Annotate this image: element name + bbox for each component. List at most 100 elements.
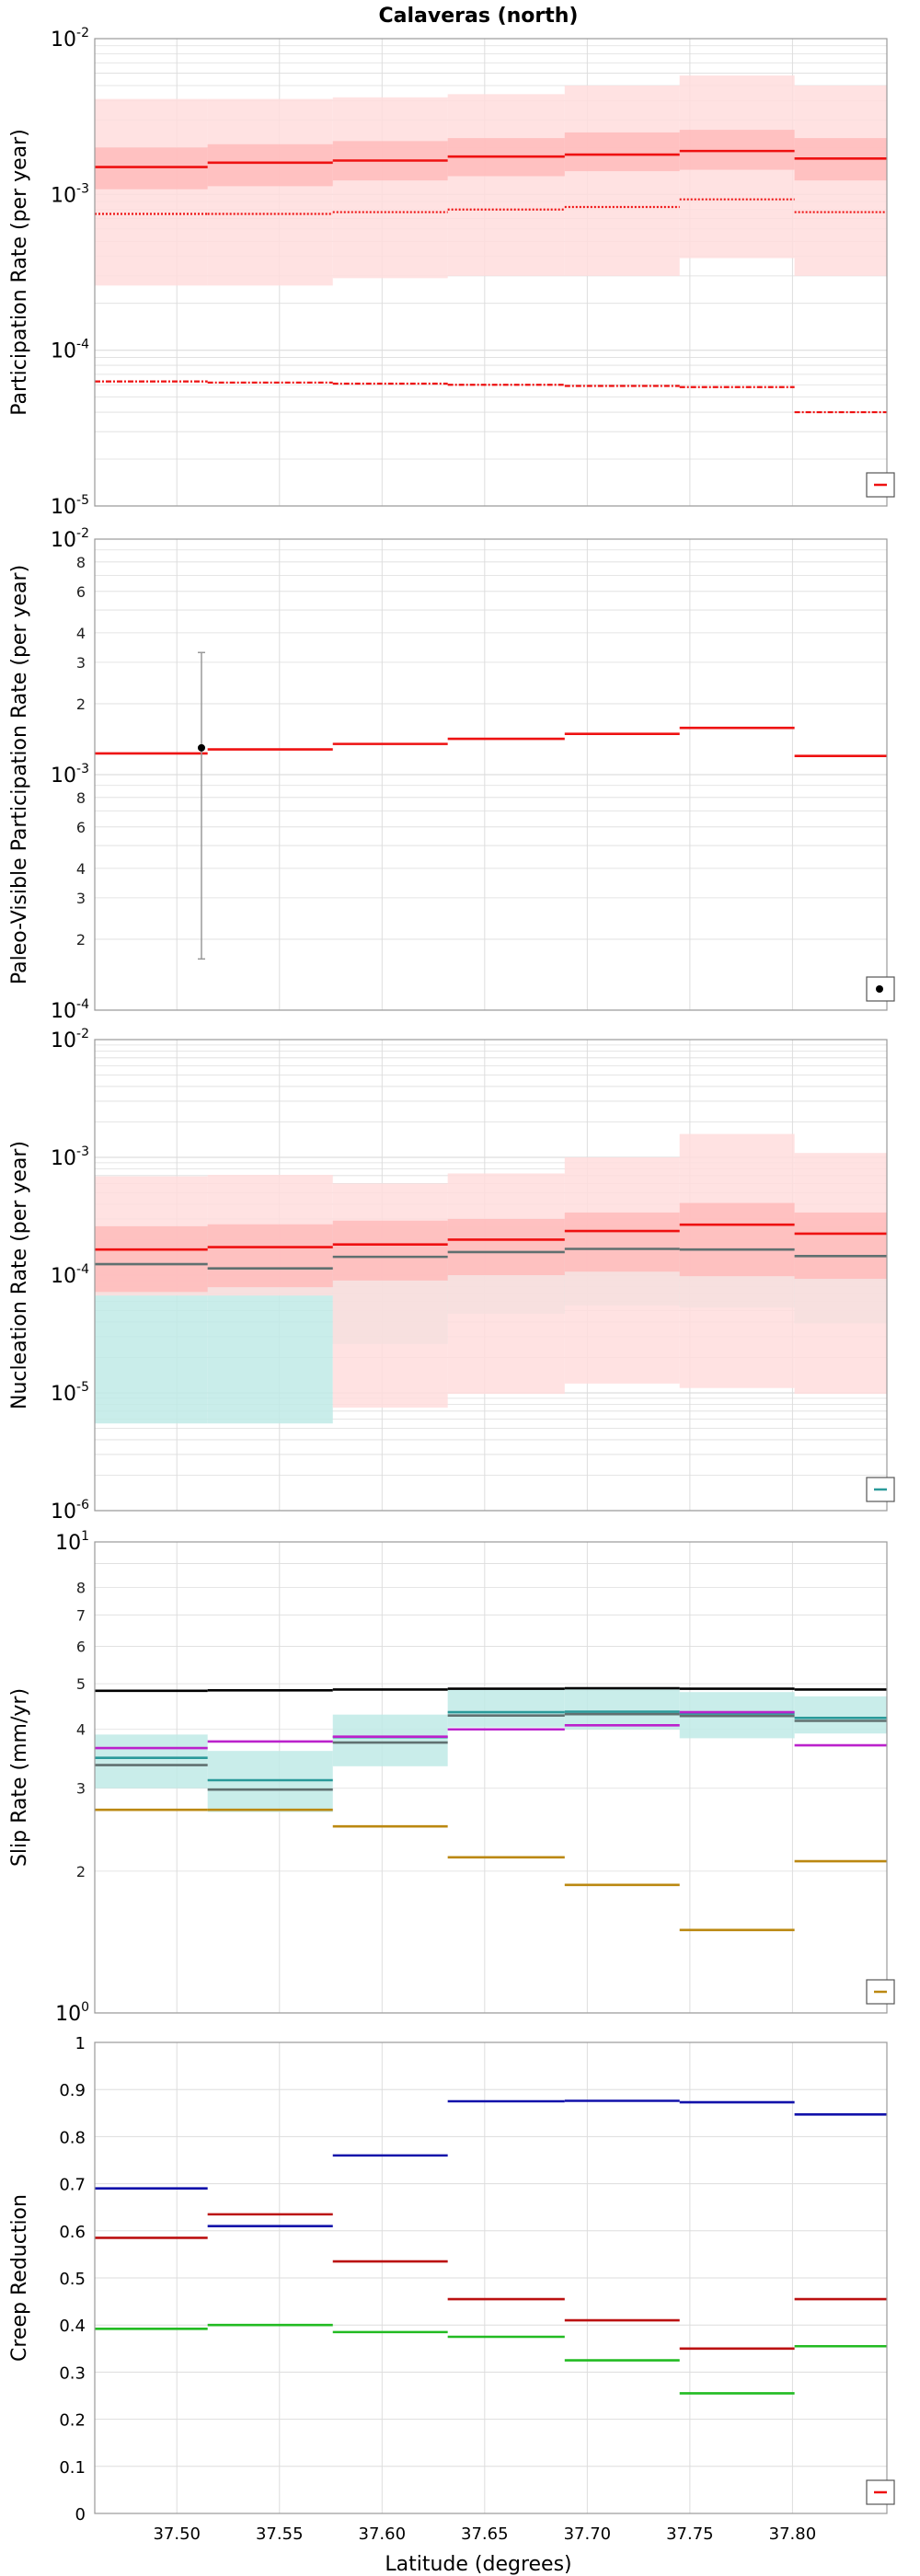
y-tick-label: 0.5 [59, 2270, 86, 2289]
bands-nucleation [95, 1133, 887, 1424]
x-tick-label: 37.65 [461, 2524, 509, 2544]
y-tick-label: 10-4 [51, 997, 89, 1023]
panel-frame [94, 1039, 888, 1512]
band-rect [679, 1202, 795, 1277]
band-rect [564, 1212, 680, 1272]
panel-creep: 0 0.1 0.2 0.3 0.4 0.5 0.6 0.7 0.8 0.9 1 Creep Reduc… [8, 2034, 895, 2524]
band-rect [95, 147, 208, 190]
y-tick-label: 2 [76, 1863, 86, 1880]
band-rect [564, 132, 680, 172]
series-creep [95, 2099, 887, 2395]
band-rect [332, 1220, 448, 1281]
y-tick-label: 10-2 [51, 26, 89, 52]
y-tick-label: 0.3 [59, 2363, 86, 2383]
y-tick-label: 6 [76, 583, 86, 601]
y-tick-label: 101 [55, 1529, 89, 1555]
panel-frame [94, 538, 888, 1011]
yticks-sliprate: 100 101 2 3 4 5 6 7 8 [55, 1529, 89, 2026]
legend-marker [876, 985, 883, 993]
band-rect [332, 1714, 448, 1766]
y-tick-label: 2 [76, 931, 86, 949]
y-tick-label: 0 [75, 2505, 86, 2524]
y-tick-label: 10-3 [51, 762, 89, 788]
yticks-participation: 10-5 10-4 10-3 10-2 [51, 26, 89, 519]
band-rect [95, 98, 208, 286]
y-tick-label: 1 [75, 2034, 86, 2053]
band-rect [95, 1734, 208, 1788]
y-tick-label: 6 [76, 819, 86, 836]
panels: 10-5 10-4 10-3 10-2 Participation Rate (per … [8, 26, 895, 2524]
band-rect [679, 130, 795, 170]
x-axis-label: Latitude (degrees) [385, 2553, 571, 2576]
panel-frame [94, 1541, 888, 2014]
x-tick-label: 37.75 [666, 2524, 714, 2544]
band-rect [447, 94, 565, 276]
y-axis-label: Paleo-Visible Participation Rate (per ye… [8, 565, 31, 984]
x-tick-label: 37.80 [769, 2524, 817, 2544]
panel-frame [94, 38, 888, 507]
x-axis: 37.50 37.55 37.60 37.65 37.70 37.75 37.80 [153, 2524, 816, 2544]
band-rect [794, 85, 887, 276]
yticks-nucleation: 10-6 10-5 10-4 10-3 10-2 [51, 1027, 89, 1524]
panel-nucleation: 10-6 10-5 10-4 10-3 10-2 Nucleation Rate (per… [8, 1027, 895, 1524]
legend-box [866, 1979, 895, 2005]
x-tick-label: 37.55 [256, 2524, 304, 2544]
band-rect [207, 1224, 333, 1288]
y-tick-label: 3 [76, 1780, 86, 1798]
series-paleo [95, 651, 887, 960]
y-tick-label: 10-2 [51, 526, 89, 552]
y-tick-label: 10-3 [51, 1144, 89, 1170]
y-tick-label: 10-4 [51, 1262, 89, 1288]
y-tick-label: 3 [76, 890, 86, 907]
band-rect [564, 85, 680, 276]
band-rect [332, 1183, 448, 1408]
series-sliprate [95, 1686, 887, 1932]
y-tick-label: 0.4 [59, 2317, 86, 2336]
y-tick-label: 4 [76, 860, 86, 878]
band-rect [95, 1225, 208, 1293]
y-tick-label: 8 [76, 789, 86, 807]
band-rect [794, 1212, 887, 1280]
panel-sliprate: 100 101 2 3 4 5 6 7 8 Slip Rate (mm/yr) [8, 1529, 895, 2026]
bands-sliprate [95, 1687, 887, 1812]
band-rect [207, 144, 333, 187]
y-tick-label: 6 [76, 1639, 86, 1656]
x-tick-label: 37.50 [153, 2524, 201, 2544]
band-rect [207, 98, 333, 286]
y-tick-label: 2 [76, 696, 86, 713]
figure-title: Calaveras (north) [378, 5, 578, 28]
band-rect [794, 1696, 887, 1734]
y-tick-label: 10-4 [51, 338, 89, 363]
y-tick-label: 0.9 [59, 2081, 86, 2100]
y-tick-label: 3 [76, 654, 86, 672]
band-rect [564, 1687, 680, 1730]
grid-creep [95, 2042, 887, 2513]
yticks-paleo: 10-4 10-3 10-2 2 3 4 6 8 2 3 4 6 8 [51, 526, 89, 1023]
y-tick-label: 0.2 [59, 2411, 86, 2431]
bands-participation [95, 75, 887, 286]
panel-frame [94, 2041, 888, 2514]
band-rect [332, 97, 448, 279]
y-tick-label: 4 [76, 1721, 86, 1739]
y-tick-label: 8 [76, 1580, 86, 1597]
y-axis-label: Slip Rate (mm/yr) [8, 1688, 31, 1867]
y-tick-label: 10-5 [51, 1380, 89, 1406]
y-tick-label: 5 [76, 1675, 86, 1693]
y-tick-label: 0.7 [59, 2176, 86, 2195]
y-tick-label: 8 [76, 554, 86, 571]
band-rect [207, 1751, 333, 1812]
grid-paleo [95, 539, 887, 1010]
y-tick-label: 10-3 [51, 181, 89, 207]
y-tick-label: 7 [76, 1606, 86, 1624]
band-rect [447, 1173, 565, 1395]
y-tick-label: 0.8 [59, 2128, 86, 2147]
y-tick-label: 10-5 [51, 493, 89, 519]
y-tick-label: 0.6 [59, 2223, 86, 2242]
panel-paleo: 10-4 10-3 10-2 2 3 4 6 8 2 3 4 6 8 Paleo-Visible Part… [8, 526, 895, 1023]
yticks-creep: 0 0.1 0.2 0.3 0.4 0.5 0.6 0.7 0.8 0.9 1 [59, 2034, 86, 2524]
series-nucleation [95, 1223, 887, 1271]
x-tick-label: 37.60 [359, 2524, 407, 2544]
y-tick-label: 10-6 [51, 1498, 89, 1524]
band-rect [447, 1687, 565, 1728]
